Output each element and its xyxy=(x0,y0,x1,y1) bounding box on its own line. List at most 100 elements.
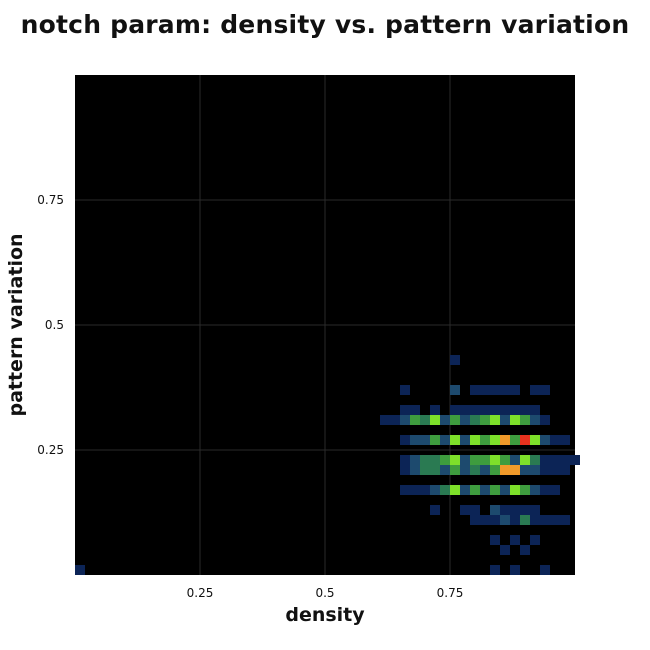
heatmap-cell xyxy=(520,485,530,495)
heatmap-cell xyxy=(510,385,520,395)
heatmap-cell xyxy=(520,545,530,555)
heatmap-cell xyxy=(420,485,430,495)
heatmap-cell xyxy=(400,435,410,445)
heatmap-cell xyxy=(520,405,530,415)
heatmap-cell xyxy=(520,465,530,475)
heatmap-cell xyxy=(530,435,540,445)
heatmap-cell xyxy=(500,515,510,525)
heatmap-cell xyxy=(440,465,450,475)
heatmap-cell xyxy=(440,455,450,465)
heatmap-cell xyxy=(410,485,420,495)
heatmap-cell xyxy=(400,455,410,465)
heatmap-cell xyxy=(400,405,410,415)
heatmap-cell xyxy=(540,465,550,475)
heatmap-cell xyxy=(450,385,460,395)
heatmap-cell xyxy=(430,415,440,425)
heatmap-cell xyxy=(450,465,460,475)
heatmap-cell xyxy=(500,485,510,495)
heatmap-cell xyxy=(550,485,560,495)
heatmap-cell xyxy=(490,535,500,545)
heatmap-cell xyxy=(480,485,490,495)
heatmap-cell xyxy=(500,465,510,475)
heatmap-cell xyxy=(500,415,510,425)
heatmap-cell xyxy=(460,505,470,515)
heatmap-cell xyxy=(510,565,520,575)
heatmap-cell xyxy=(500,385,510,395)
heatmap-cell xyxy=(430,465,440,475)
heatmap-cell xyxy=(560,435,570,445)
heatmap-cell xyxy=(490,515,500,525)
heatmap-cell xyxy=(490,465,500,475)
heatmap-cell xyxy=(430,485,440,495)
heatmap-cell xyxy=(420,415,430,425)
heatmap-cell xyxy=(540,385,550,395)
heatmap-cell xyxy=(490,385,500,395)
heatmap-cell xyxy=(470,505,480,515)
heatmap-cell xyxy=(530,515,540,525)
heatmap-cell xyxy=(540,435,550,445)
y-tick-label: 0.25 xyxy=(37,443,64,457)
heatmap-cell xyxy=(510,415,520,425)
heatmap-cell xyxy=(470,465,480,475)
heatmap-cell xyxy=(500,545,510,555)
heatmap-cell xyxy=(460,405,470,415)
heatmap-cell xyxy=(460,465,470,475)
heatmap-cell xyxy=(440,415,450,425)
heatmap-cell xyxy=(460,455,470,465)
heatmap-cell xyxy=(450,455,460,465)
heatmap-cell xyxy=(430,405,440,415)
heatmap-cell xyxy=(450,405,460,415)
heatmap-cell xyxy=(520,415,530,425)
heatmap-cell xyxy=(550,435,560,445)
heatmap-cell xyxy=(550,465,560,475)
heatmap-cell xyxy=(500,405,510,415)
heatmap-cell xyxy=(530,485,540,495)
heatmap-cell xyxy=(500,505,510,515)
x-tick-label: 0.25 xyxy=(187,586,214,600)
heatmap-cell xyxy=(510,435,520,445)
heatmap-cell xyxy=(480,515,490,525)
heatmap-cell xyxy=(450,415,460,425)
heatmap-cell xyxy=(430,455,440,465)
heatmap-cell xyxy=(440,485,450,495)
heatmap-cell xyxy=(450,435,460,445)
heatmap-cell xyxy=(460,415,470,425)
heatmap-cell xyxy=(470,515,480,525)
heatmap-cell xyxy=(540,455,550,465)
heatmap-cell xyxy=(540,515,550,525)
heatmap-cell xyxy=(480,435,490,445)
heatmap-cell xyxy=(550,455,560,465)
heatmap-cell xyxy=(510,485,520,495)
heatmap-cell xyxy=(410,415,420,425)
heatmap-cell xyxy=(540,565,550,575)
heatmap-cell xyxy=(480,455,490,465)
heatmap-cell xyxy=(530,415,540,425)
heatmap-cell xyxy=(470,415,480,425)
heatmap-cell xyxy=(470,405,480,415)
heatmap-cell xyxy=(530,465,540,475)
heatmap-cell xyxy=(420,455,430,465)
heatmap-cell xyxy=(480,405,490,415)
heatmap-cell xyxy=(460,485,470,495)
heatmap-cells xyxy=(75,355,580,575)
heatmap-cell xyxy=(440,435,450,445)
heatmap-cell xyxy=(480,385,490,395)
heatmap-cell xyxy=(530,505,540,515)
heatmap-cell xyxy=(490,485,500,495)
heatmap-cell xyxy=(560,515,570,525)
heatmap-cell xyxy=(480,465,490,475)
heatmap-cell xyxy=(520,505,530,515)
heatmap-cell xyxy=(400,485,410,495)
heatmap-cell xyxy=(470,435,480,445)
heatmap-cell xyxy=(410,465,420,475)
x-tick-label: 0.5 xyxy=(315,586,334,600)
heatmap-cell xyxy=(520,515,530,525)
heatmap-cell xyxy=(530,535,540,545)
heatmap-cell xyxy=(560,455,570,465)
heatmap-cell xyxy=(460,435,470,445)
heatmap-cell xyxy=(510,535,520,545)
heatmap-cell xyxy=(400,465,410,475)
heatmap-cell xyxy=(470,485,480,495)
heatmap-cell xyxy=(510,505,520,515)
